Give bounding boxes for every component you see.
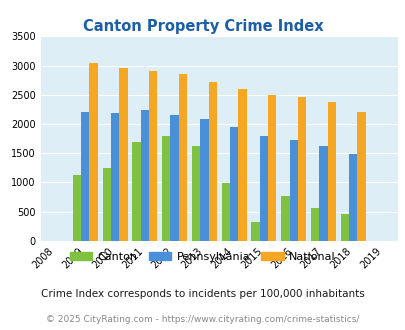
Bar xyxy=(111,113,119,241)
Text: Crime Index corresponds to incidents per 100,000 inhabitants: Crime Index corresponds to incidents per… xyxy=(41,289,364,299)
Bar xyxy=(310,208,318,241)
Text: Canton Property Crime Index: Canton Property Crime Index xyxy=(83,19,322,34)
Bar xyxy=(318,146,327,241)
Bar xyxy=(289,140,297,241)
Bar xyxy=(81,112,89,241)
Bar xyxy=(259,136,267,241)
Bar xyxy=(281,196,289,241)
Bar xyxy=(340,214,348,241)
Bar xyxy=(72,176,81,241)
Bar xyxy=(356,112,365,241)
Bar xyxy=(297,96,305,241)
Bar xyxy=(229,127,238,241)
Bar xyxy=(221,183,229,241)
Bar xyxy=(149,71,157,241)
Bar xyxy=(192,146,200,241)
Bar xyxy=(89,63,98,241)
Bar xyxy=(267,95,276,241)
Text: © 2025 CityRating.com - https://www.cityrating.com/crime-statistics/: © 2025 CityRating.com - https://www.city… xyxy=(46,315,359,324)
Bar xyxy=(140,110,149,241)
Bar xyxy=(348,154,356,241)
Bar xyxy=(238,89,246,241)
Bar xyxy=(162,136,170,241)
Bar xyxy=(102,168,111,241)
Bar xyxy=(208,82,216,241)
Bar xyxy=(170,115,178,241)
Bar xyxy=(200,119,208,241)
Bar xyxy=(132,142,140,241)
Legend: Canton, Pennsylvania, National: Canton, Pennsylvania, National xyxy=(66,248,339,267)
Bar xyxy=(119,68,127,241)
Bar xyxy=(327,102,335,241)
Bar xyxy=(251,222,259,241)
Bar xyxy=(178,74,187,241)
